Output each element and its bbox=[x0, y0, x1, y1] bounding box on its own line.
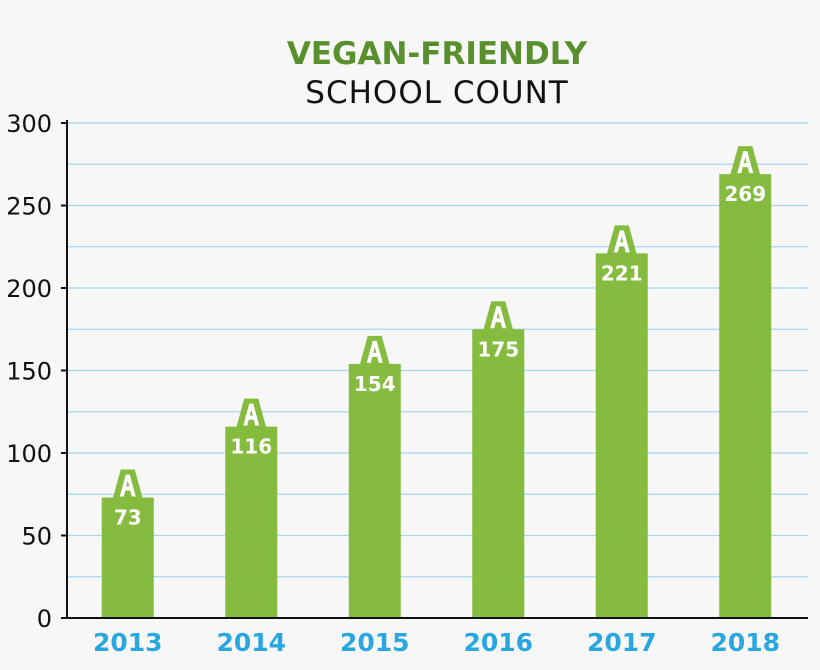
school-roof-icon bbox=[730, 146, 761, 176]
roof-letter bbox=[737, 151, 754, 174]
roof-letter bbox=[490, 306, 507, 329]
school-roof-icon bbox=[112, 469, 143, 499]
roof-shape bbox=[730, 146, 761, 176]
data-label: 73 bbox=[114, 506, 142, 530]
data-label: 154 bbox=[354, 372, 396, 396]
y-tick-label: 50 bbox=[21, 523, 52, 551]
roof-shape bbox=[236, 398, 267, 428]
y-tick-label: 300 bbox=[6, 110, 52, 138]
y-tick-label: 250 bbox=[6, 193, 52, 221]
bar bbox=[348, 363, 401, 618]
data-label: 175 bbox=[477, 337, 519, 361]
x-tick-label: 2013 bbox=[93, 628, 163, 657]
bar bbox=[101, 497, 154, 618]
bar bbox=[225, 426, 278, 618]
roof-shape bbox=[483, 301, 514, 331]
roof-letter bbox=[366, 340, 383, 363]
roof-letter bbox=[119, 474, 136, 497]
x-tick-label: 2018 bbox=[710, 628, 780, 657]
roof-shape bbox=[112, 469, 143, 499]
school-roof-icon bbox=[606, 225, 637, 255]
roof-shape bbox=[359, 335, 390, 365]
roof-letter bbox=[613, 230, 630, 253]
school-roof-icon bbox=[483, 301, 514, 331]
school-roof-icon bbox=[359, 335, 390, 365]
roof-shape bbox=[606, 225, 637, 255]
y-tick-label: 200 bbox=[6, 275, 52, 303]
roof-letter bbox=[243, 403, 260, 426]
school-roof-icon bbox=[236, 398, 267, 428]
x-tick-label: 2015 bbox=[340, 628, 410, 657]
x-tick-label: 2016 bbox=[463, 628, 533, 657]
y-tick-label: 0 bbox=[37, 605, 52, 633]
chart-title: VEGAN-FRIENDLY bbox=[287, 36, 588, 72]
x-tick-label: 2014 bbox=[216, 628, 286, 657]
bar bbox=[472, 329, 525, 618]
data-label: 221 bbox=[601, 261, 643, 285]
x-tick-label: 2017 bbox=[587, 628, 657, 657]
bar bbox=[719, 174, 772, 618]
bar bbox=[595, 253, 648, 618]
data-label: 269 bbox=[724, 182, 766, 206]
y-tick-label: 100 bbox=[6, 440, 52, 468]
y-tick-label: 150 bbox=[6, 358, 52, 386]
chart-subtitle: SCHOOL COUNT bbox=[305, 75, 568, 111]
data-label: 116 bbox=[230, 435, 272, 459]
